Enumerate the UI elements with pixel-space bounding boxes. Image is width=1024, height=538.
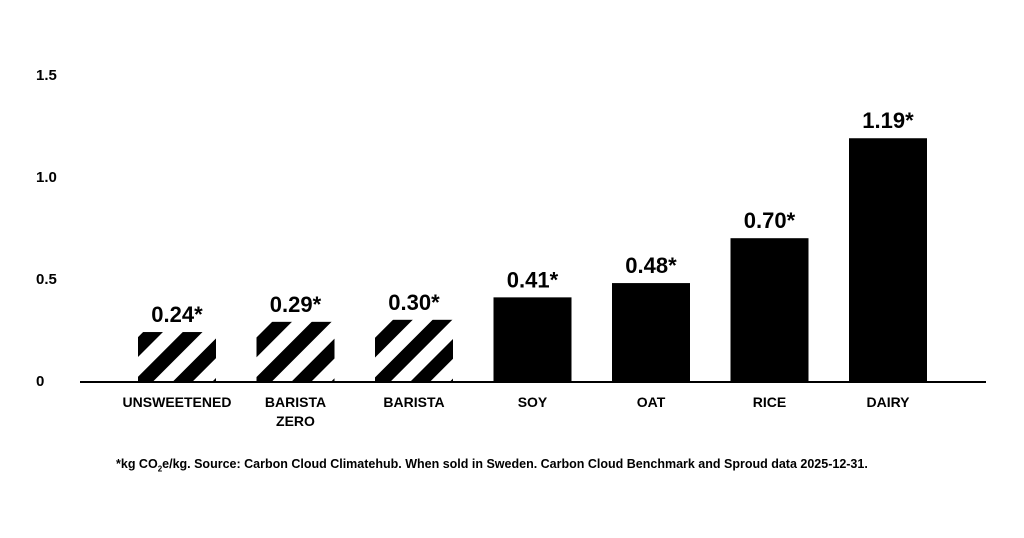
y-axis-ticks: 0 0.5 1.0 1.5 xyxy=(36,67,57,390)
category-label: DAIRY xyxy=(866,394,910,410)
category-label: BARISTA xyxy=(383,394,444,410)
data-label: 1.19* xyxy=(862,108,914,133)
category-label: ZERO xyxy=(276,413,315,429)
data-label: 0.41* xyxy=(507,267,559,292)
data-label: 0.30* xyxy=(388,290,440,315)
x-axis-labels: UNSWEETENED BARISTA ZERO BARISTA SOY OAT RICE D… xyxy=(123,394,911,429)
data-label: 0.70* xyxy=(744,208,796,233)
data-labels: 0.24* 0.29* 0.30* 0.41* 0.48* 0.70* 1.19* xyxy=(151,108,914,327)
data-label: 0.24* xyxy=(151,302,203,327)
footnote-text-after: e/kg. Source: Carbon Cloud Climatehub. W… xyxy=(162,457,868,471)
data-label: 0.48* xyxy=(625,253,677,278)
footnote: *kg CO2e/kg. Source: Carbon Cloud Climat… xyxy=(116,457,868,474)
bars xyxy=(138,138,927,381)
footnote-subscript: 2 xyxy=(157,464,163,474)
bar xyxy=(375,319,453,381)
y-tick-label: 0.5 xyxy=(36,271,57,288)
bar xyxy=(730,238,809,381)
category-label: UNSWEETENED xyxy=(123,394,232,410)
bar xyxy=(256,321,335,381)
data-label: 0.29* xyxy=(270,292,322,317)
y-tick-label: 1.5 xyxy=(36,67,57,84)
y-tick-label: 0 xyxy=(36,373,44,390)
bar xyxy=(849,138,927,381)
category-label: RICE xyxy=(753,394,786,410)
category-label: BARISTA xyxy=(265,394,326,410)
category-label: OAT xyxy=(637,394,666,410)
category-label: SOY xyxy=(518,394,548,410)
y-tick-label: 1.0 xyxy=(36,169,57,186)
footnote-text-before: *kg CO xyxy=(116,457,158,471)
bar xyxy=(138,332,216,381)
bar xyxy=(612,283,690,381)
bar xyxy=(493,297,572,381)
